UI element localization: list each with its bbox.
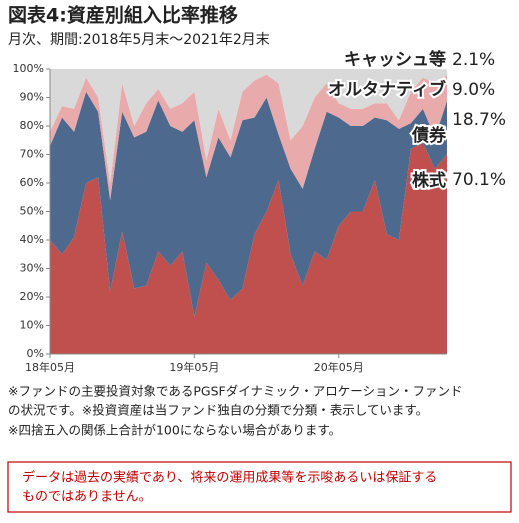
y-tick-label: 90% bbox=[20, 91, 44, 104]
plot: 0% 10% 20% 30% 40% 50% 60% 70% 80% 90% 100% 18年05月 1… bbox=[13, 62, 447, 374]
x-tick-label: 18年05月 bbox=[25, 360, 75, 374]
value-label: 9.0% bbox=[452, 80, 495, 100]
value-label: 2.1% bbox=[452, 50, 495, 70]
y-tick-label: 30% bbox=[20, 262, 44, 275]
y-tick-label: 0% bbox=[27, 347, 44, 360]
y-tick-label: 70% bbox=[20, 148, 44, 161]
y-tick-label: 80% bbox=[20, 119, 44, 132]
chart-title: 図表4:資産別組入比率推移 bbox=[8, 4, 238, 27]
value-label: 70.1% bbox=[452, 170, 506, 190]
disclaimer: ものではありません。 bbox=[22, 490, 152, 505]
y-tick-label: 20% bbox=[20, 290, 44, 303]
note: ※四捨五入の関係上合計が100にならない場合があります。 bbox=[8, 423, 341, 438]
area bbox=[50, 91, 447, 317]
x-tick-label: 19年05月 bbox=[169, 360, 219, 374]
series-label: オルタナティブ bbox=[328, 79, 446, 100]
note: の状況です。※投資資産は当ファンド独自の分類で分類・表示しています。 bbox=[8, 403, 428, 418]
value-label: 18.7% bbox=[452, 110, 506, 130]
area bbox=[50, 74, 447, 201]
chart-subtitle: 月次、期間:2018年5月末〜2021年2月末 bbox=[8, 32, 270, 48]
area bbox=[50, 69, 447, 183]
note: ※ファンドの主要投資対象であるPGSFダイナミック・アロケーション・ファンド bbox=[8, 384, 462, 399]
y-tick-label: 50% bbox=[20, 205, 44, 218]
series-label: 株式 bbox=[412, 170, 446, 191]
disclaimer-box bbox=[7, 461, 512, 513]
y-tick-label: 40% bbox=[20, 233, 44, 246]
y-tick-label: 10% bbox=[20, 319, 44, 332]
y-tick-label: 60% bbox=[20, 176, 44, 189]
y-tick-label: 100% bbox=[13, 62, 44, 75]
series-label: キャッシュ等 bbox=[344, 49, 446, 70]
x-tick-label: 20年05月 bbox=[314, 360, 364, 374]
area bbox=[50, 143, 447, 354]
series-label: 債券 bbox=[411, 125, 447, 146]
disclaimer: データは過去の実績であり、将来の運用成果等を示唆あるいは保証する bbox=[22, 470, 437, 486]
